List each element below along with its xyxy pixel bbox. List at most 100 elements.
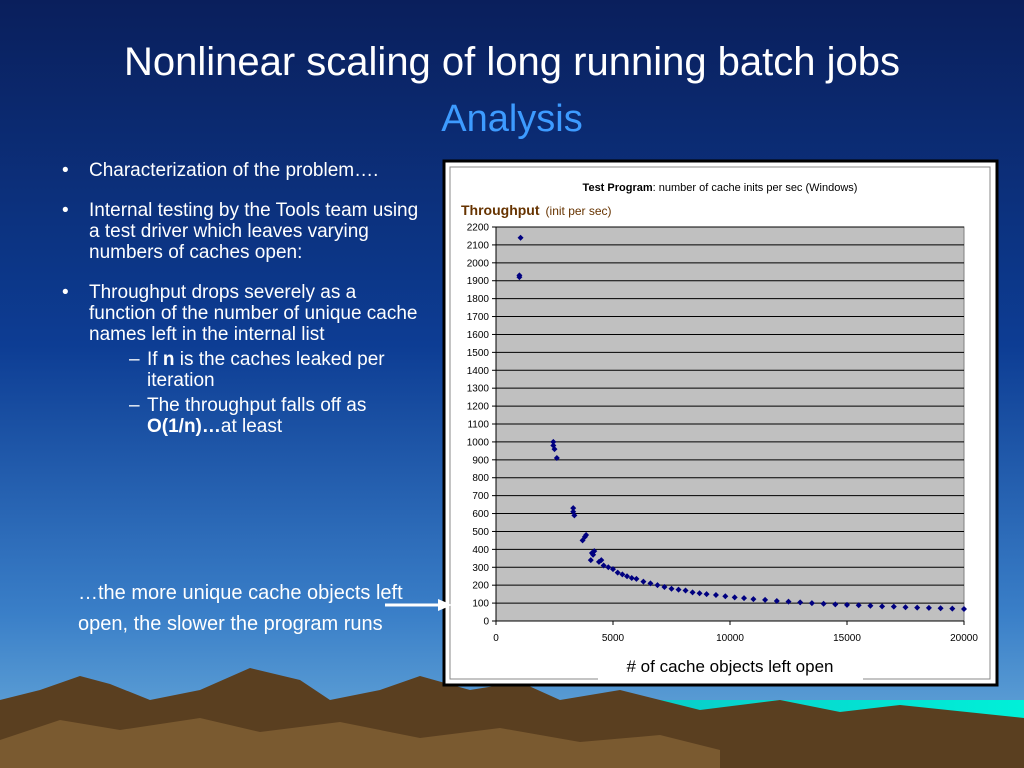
- point: [750, 596, 757, 603]
- chart-title-note: : number of cache inits per sec (Windows…: [653, 182, 858, 194]
- y-tick-label: 900: [472, 455, 489, 466]
- sub-bullet-text: at least: [220, 416, 283, 437]
- point: [855, 602, 862, 609]
- y-tick-label: 2000: [467, 258, 490, 269]
- point: [879, 603, 886, 610]
- point: [808, 600, 815, 607]
- y-tick-label: 800: [472, 473, 489, 484]
- y-tick-label: 1800: [467, 294, 490, 305]
- point: [624, 573, 631, 580]
- point: [682, 587, 689, 594]
- y-tick-label: 1600: [467, 330, 490, 341]
- point: [668, 585, 675, 592]
- sub-bullet-text: O(1/n)…: [147, 416, 221, 437]
- point: [712, 592, 719, 599]
- chart-title-main: Test Program: [583, 182, 653, 194]
- point: [797, 599, 804, 606]
- point: [689, 589, 696, 596]
- sub-bullet-text: The throughput falls off as: [147, 395, 367, 416]
- point: [647, 580, 654, 587]
- y-tick-label: 200: [472, 581, 489, 592]
- y-tick-label: 0: [483, 617, 489, 628]
- y-tick-label: 100: [472, 599, 489, 610]
- x-tick-label: 5000: [602, 633, 625, 644]
- point: [553, 455, 560, 462]
- y-tick-label: 1200: [467, 402, 490, 413]
- point: [696, 590, 703, 597]
- x-tick-label: 10000: [716, 633, 744, 644]
- point: [628, 575, 635, 582]
- bullet-text: Throughput drops severely as a function …: [89, 282, 418, 345]
- point: [731, 594, 738, 601]
- point: [551, 446, 558, 453]
- point: [844, 601, 850, 608]
- y-label-note: (init per sec): [546, 204, 612, 218]
- point: [785, 598, 792, 605]
- point: [741, 595, 748, 602]
- bullet-text: Internal testing by the Tools team using…: [89, 200, 419, 263]
- plot: 0 100 200 300 400 500 600 700 800 900 1000 1100 1200…: [467, 223, 979, 645]
- bullet: Throughput drops severely as a function …: [60, 282, 420, 437]
- y-tick-label: 600: [472, 509, 489, 520]
- y-label-main: Throughput: [461, 202, 540, 218]
- point: [570, 505, 577, 512]
- x-label-box: [598, 654, 863, 680]
- point: [571, 512, 578, 519]
- point: [661, 583, 668, 590]
- bullet: Internal testing by the Tools team using…: [60, 200, 420, 263]
- hills: [0, 718, 720, 768]
- point: [591, 548, 598, 555]
- point: [703, 591, 710, 598]
- y-tick-label: 1300: [467, 384, 490, 395]
- x-tick-label: 15000: [833, 633, 861, 644]
- y-tick-label: 1500: [467, 348, 490, 359]
- x-axis-label: # of cache objects left open: [627, 657, 834, 676]
- point: [820, 600, 827, 607]
- callout: …the more unique cache objects left open…: [78, 582, 403, 635]
- y-tick-label: 2100: [467, 240, 490, 251]
- point: [583, 532, 590, 539]
- y-tick-label: 700: [472, 491, 489, 502]
- x-tick-label: 20000: [950, 633, 978, 644]
- y-axis-label: Throughput (init per sec): [461, 202, 612, 218]
- y-tick-label: 300: [472, 563, 489, 574]
- y-tick-label: 1900: [467, 276, 490, 287]
- point: [961, 606, 967, 613]
- point: [598, 557, 605, 564]
- bullet-list: Characterization of the problem…. Interna…: [60, 160, 420, 456]
- y-tick-label: 1700: [467, 312, 490, 323]
- sub-bullet-text: If: [147, 349, 163, 370]
- slide-subtitle: Analysis: [441, 98, 583, 140]
- y-tick-label: 2200: [467, 223, 490, 234]
- y-tick-label: 1100: [467, 420, 489, 431]
- point: [600, 562, 607, 569]
- bullet: Characterization of the problem….: [60, 160, 420, 181]
- point: [605, 564, 612, 571]
- point: [614, 569, 621, 576]
- point: [610, 566, 616, 573]
- point: [890, 603, 897, 610]
- point: [640, 578, 647, 585]
- point: [675, 586, 682, 593]
- callout-arrowhead: [438, 599, 452, 611]
- point: [619, 571, 626, 578]
- point: [587, 557, 594, 564]
- sub-bullet: If n is the caches leaked per iteration: [89, 349, 420, 391]
- point: [722, 593, 729, 600]
- point: [517, 234, 524, 241]
- point: [925, 604, 932, 611]
- point: [633, 575, 640, 582]
- sub-bullet-text: n: [162, 349, 175, 370]
- point: [949, 605, 956, 612]
- sub-bullet-text: is the caches leaked per iteration: [147, 349, 385, 391]
- point: [654, 582, 661, 589]
- point: [516, 274, 523, 281]
- point: [762, 596, 769, 603]
- point: [550, 438, 557, 445]
- chart-title: Test Program: number of cache inits per …: [583, 182, 858, 194]
- sub-bullet: The throughput falls off as O(1/n)…at le…: [89, 395, 420, 437]
- y-tick-label: 500: [472, 527, 489, 538]
- y-tick-label: 1000: [467, 437, 490, 448]
